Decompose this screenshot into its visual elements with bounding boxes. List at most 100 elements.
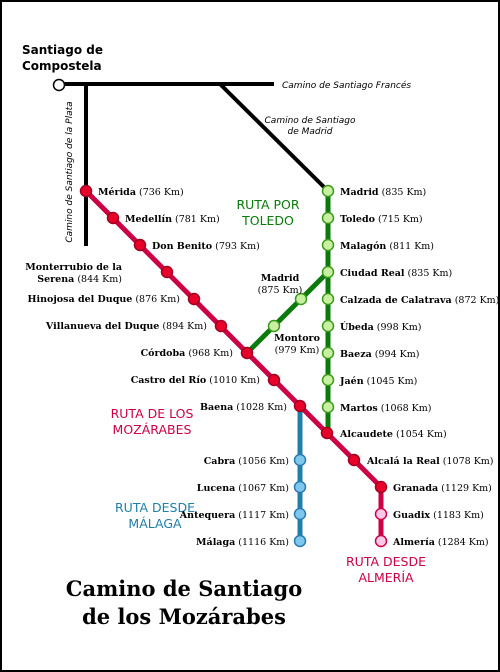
station-label-malaga-lucena: Lucena (1067 Km): [197, 483, 289, 494]
camino-madrid-line: [218, 82, 330, 193]
station-name-mozarabes-monterrubio-de-la-serena-part2: Serena: [37, 274, 74, 285]
station-km-almeria-almeria: (1284 Km): [435, 537, 489, 548]
station-km-malaga-antequera: (1117 Km): [235, 510, 289, 521]
station-name-branch_madrid-montoro: Montoro: [274, 333, 320, 344]
station-name-mozarabes-granada: Granada: [393, 483, 438, 494]
station-name-mozarabes-merida: Mérida: [98, 187, 136, 198]
station-label-mozarabes-merida: Mérida (736 Km): [98, 187, 184, 198]
station-km-mozarabes-villanueva-del-duque: (894 Km): [159, 321, 207, 332]
station-km-toledo-madrid: (835 Km): [379, 187, 427, 198]
station-km-mozarabes-alcala-la-real: (1078 Km): [440, 456, 494, 467]
station-name-almeria-guadix: Guadix: [393, 510, 430, 521]
station-name-malaga-malaga: Málaga: [196, 537, 235, 548]
station-marker-mozarabes-hinojosa-del-duque: [187, 292, 201, 306]
station-km-mozarabes-don-benito: (793 Km): [212, 241, 260, 252]
station-km-mozarabes-baena: (1028 Km): [233, 402, 287, 413]
station-label-mozarabes-cordoba: Córdoba (968 Km): [141, 348, 233, 359]
station-marker-mozarabes-granada: [374, 480, 388, 494]
station-marker-malaga-lucena: [293, 480, 307, 494]
station-marker-almeria-guadix: [374, 507, 388, 521]
station-label-mozarabes-alcala-la-real: Alcalá la Real (1078 Km): [366, 456, 494, 467]
station-marker-mozarabes-alcala-la-real: [347, 453, 361, 467]
station-name-malaga-cabra: Cabra: [204, 456, 236, 467]
station-label-mozarabes-granada: Granada (1129 Km): [393, 483, 492, 494]
station-label-almeria-guadix: Guadix (1183 Km): [393, 510, 484, 521]
station-km-branch_madrid-montoro: (979 Km): [275, 345, 320, 356]
station-marker-almeria-almeria: [374, 534, 388, 548]
station-label-mozarabes-castro-del-rio: Castro del Río (1010 Km): [131, 375, 260, 386]
camino-plata-label: Camino de Santiago de la Plata: [65, 101, 75, 242]
station-marker-mozarabes-don-benito: [133, 238, 147, 252]
station-label-branch_madrid-madrid: Madrid (875 Km): [258, 273, 303, 296]
station-name-almeria-almeria: Almería: [392, 537, 435, 548]
station-label-toledo-madrid: Madrid (835 Km): [340, 187, 426, 198]
station-name-toledo-toledo: Toledo: [340, 214, 375, 225]
station-km-toledo-martos: (1068 Km): [378, 403, 432, 414]
route-mozarabes-label-line2: MOZÁRABES: [113, 422, 192, 437]
station-labels: Madrid (835 Km) Toledo (715 Km) Malagón (8…: [25, 187, 499, 548]
route-toledo-label-line1: RUTA POR: [236, 197, 299, 212]
station-name-toledo-madrid: Madrid: [340, 187, 379, 198]
camino-madrid-label-line2: de Madrid: [287, 127, 332, 137]
station-marker-toledo-baeza: [321, 346, 335, 360]
station-marker-mozarabes-merida: [79, 184, 93, 198]
station-label-toledo-malagon: Malagón (811 Km): [340, 241, 434, 252]
station-marker-malaga-antequera: [293, 507, 307, 521]
station-marker-mozarabes-medellin: [106, 211, 120, 225]
station-name-toledo-calzada-de-calatrava: Calzada de Calatrava: [340, 295, 452, 306]
station-marker-malaga-cabra: [293, 453, 307, 467]
station-marker-toledo-ubeda: [321, 319, 335, 333]
station-name-mozarabes-villanueva-del-duque: Villanueva del Duque: [45, 321, 159, 332]
origin-label-line1: Santiago de: [22, 43, 103, 57]
station-label-mozarabes-baena: Baena (1028 Km): [200, 402, 287, 413]
station-label-malaga-malaga: Málaga (1116 Km): [196, 537, 289, 548]
station-name-mozarabes-medellin: Medellín: [125, 214, 172, 225]
station-label-almeria-almeria: Almería (1284 Km): [392, 537, 489, 548]
station-label-toledo-calzada-de-calatrava: Calzada de Calatrava (872 Km): [340, 295, 499, 306]
station-marker-branch_madrid-madrid: [294, 292, 308, 306]
station-markers: [79, 184, 388, 548]
station-name-toledo-ubeda: Úbeda: [340, 321, 374, 333]
station-label-mozarabes-medellin: Medellín (781 Km): [125, 214, 220, 225]
station-marker-toledo-ciudad-real: [321, 265, 335, 279]
station-name-malaga-lucena: Lucena: [197, 483, 235, 494]
station-name-mozarabes-castro-del-rio: Castro del Río: [131, 375, 207, 386]
station-name-toledo-jaen: Jaén: [339, 376, 364, 387]
station-name-toledo-malagon: Malagón: [340, 241, 386, 252]
station-label-toledo-martos: Martos (1068 Km): [340, 403, 431, 414]
station-marker-mozarabes-baena: [293, 399, 307, 413]
station-km-toledo-jaen: (1045 Km): [364, 376, 418, 387]
station-km-malaga-lucena: (1067 Km): [235, 483, 289, 494]
station-label-mozarabes-villanueva-del-duque: Villanueva del Duque (894 Km): [45, 321, 207, 332]
station-marker-toledo-jaen: [321, 373, 335, 387]
station-label-mozarabes-alcaudete: Alcaudete (1054 Km): [339, 429, 447, 440]
station-marker-toledo-madrid: [321, 184, 335, 198]
station-km-mozarabes-monterrubio-de-la-serena: (844 Km): [74, 274, 122, 285]
station-km-toledo-calzada-de-calatrava: (872 Km): [452, 295, 500, 306]
station-name-mozarabes-alcaudete: Alcaudete: [339, 429, 393, 440]
route-malaga-label-line2: MÁLAGA: [128, 516, 182, 531]
station-marker-branch_madrid-montoro: [267, 319, 281, 333]
station-marker-malaga-malaga: [293, 534, 307, 548]
station-km-toledo-ciudad-real: (835 Km): [405, 268, 453, 279]
origin-label-line2: Compostela: [22, 59, 102, 73]
santiago-origin-marker: [52, 78, 66, 92]
map-title-line2: de los Mozárabes: [82, 604, 286, 629]
station-name-toledo-martos: Martos: [340, 403, 378, 414]
station-label-mozarabes-monterrubio-de-la-serena: Monterrubio de la Serena (844 Km): [25, 262, 122, 285]
station-km-branch_madrid-madrid: (875 Km): [258, 285, 303, 296]
station-km-mozarabes-castro-del-rio: (1010 Km): [206, 375, 260, 386]
station-km-malaga-cabra: (1056 Km): [235, 456, 289, 467]
station-km-mozarabes-medellin: (781 Km): [172, 214, 220, 225]
station-name-mozarabes-cordoba: Córdoba: [141, 348, 186, 359]
station-name-mozarabes-monterrubio-de-la-serena-part1: Monterrubio de la: [25, 262, 122, 273]
station-name-mozarabes-hinojosa-del-duque: Hinojosa del Duque: [28, 294, 133, 305]
camino-frances-label: Camino de Santiago Francés: [282, 80, 411, 91]
station-km-mozarabes-alcaudete: (1054 Km): [393, 429, 447, 440]
station-marker-toledo-martos: [321, 400, 335, 414]
station-km-mozarabes-granada: (1129 Km): [438, 483, 492, 494]
station-label-malaga-antequera: Antequera (1117 Km): [179, 510, 289, 521]
route-mozarabes-label-line1: RUTA DE LOS: [111, 406, 194, 421]
